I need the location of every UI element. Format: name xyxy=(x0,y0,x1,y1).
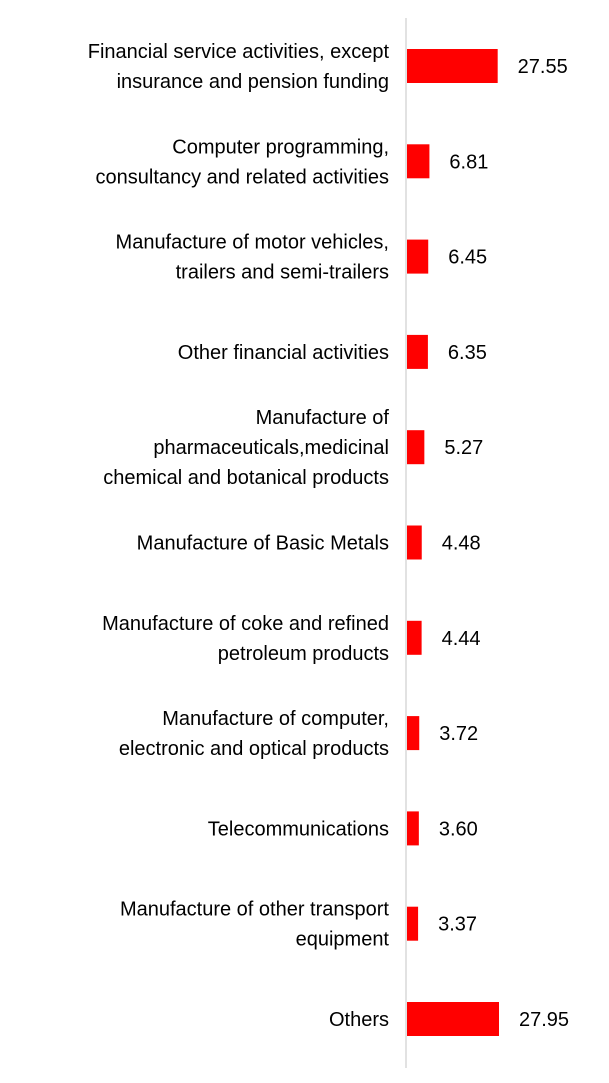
value-label: 6.81 xyxy=(449,151,488,173)
value-label: 3.72 xyxy=(439,723,478,745)
value-label: 27.95 xyxy=(519,1009,569,1031)
category-label: Financial service activities, except insu… xyxy=(88,41,390,93)
bar xyxy=(407,906,419,941)
category-label: Manufacture of motor vehicles, trailers a… xyxy=(116,232,389,284)
category-label-line: Manufacture of computer, xyxy=(162,708,389,730)
category-label-line: electronic and optical products xyxy=(119,738,389,760)
category-label-line: pharmaceuticals,medicinal xyxy=(153,437,389,459)
bar xyxy=(407,49,498,83)
value-label: 3.37 xyxy=(438,914,477,936)
category-label-line: Telecommunications xyxy=(208,818,389,840)
bar xyxy=(407,716,420,751)
category-label-line: consultancy and related activities xyxy=(96,166,390,188)
value-labels-group: 27.55 6.81 6.45 6.35 5.27 4.48 4.44 3.72 3.60 3.3… xyxy=(438,56,569,1031)
category-label: Other financial activities xyxy=(178,342,389,364)
category-labels-group: Financial service activities, except insu… xyxy=(88,41,390,1031)
bar xyxy=(407,525,422,560)
category-label-line: Other financial activities xyxy=(178,342,389,364)
category-label-line: Manufacture of coke and refined xyxy=(102,613,389,635)
value-label: 6.45 xyxy=(448,247,487,269)
category-label-line: Others xyxy=(329,1009,389,1031)
value-label: 4.44 xyxy=(442,628,481,650)
category-label-line: Computer programming, xyxy=(172,136,389,158)
category-label-line: Manufacture of xyxy=(256,407,390,429)
category-label: Others xyxy=(329,1009,389,1031)
category-label-line: Manufacture of motor vehicles, xyxy=(116,232,389,254)
value-label: 4.48 xyxy=(442,533,481,555)
category-label-line: Manufacture of other transport xyxy=(120,899,389,921)
category-label-line: chemical and botanical products xyxy=(103,467,389,489)
bar xyxy=(407,811,419,846)
category-label: Telecommunications xyxy=(208,818,389,840)
category-label: Manufacture of pharmaceuticals,medicinal c… xyxy=(103,407,389,489)
category-label: Manufacture of Basic Metals xyxy=(137,533,389,555)
category-label: Manufacture of computer, electronic and o… xyxy=(119,708,389,760)
bar xyxy=(407,334,428,369)
category-label-line: petroleum products xyxy=(218,643,389,665)
value-label: 27.55 xyxy=(518,56,568,78)
value-label: 6.35 xyxy=(448,342,487,364)
bar xyxy=(407,144,430,179)
category-label-line: Manufacture of Basic Metals xyxy=(137,533,389,555)
bar xyxy=(407,1002,499,1036)
bar xyxy=(407,239,429,274)
category-label: Computer programming, consultancy and rel… xyxy=(96,136,390,188)
bar xyxy=(407,430,425,465)
category-label-line: equipment xyxy=(296,929,390,951)
category-label-line: Financial service activities, except xyxy=(88,41,390,63)
category-label: Manufacture of coke and refined petroleum… xyxy=(102,613,389,665)
value-label: 3.60 xyxy=(439,818,478,840)
category-label-line: insurance and pension funding xyxy=(117,71,389,93)
bar xyxy=(407,620,422,655)
category-label: Manufacture of other transport equipment xyxy=(120,899,389,951)
value-label: 5.27 xyxy=(444,437,483,459)
bars-group xyxy=(407,49,499,1036)
category-label-line: trailers and semi-trailers xyxy=(176,262,389,284)
